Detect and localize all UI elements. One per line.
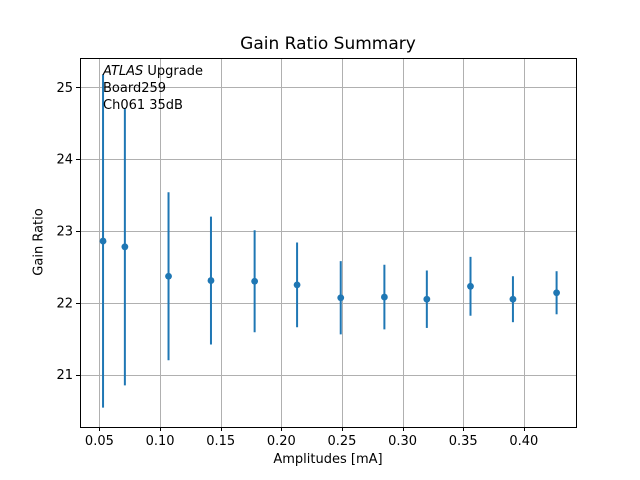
annotation-line-1-rest: Upgrade xyxy=(143,64,203,79)
data-point-marker xyxy=(121,243,129,251)
x-tick-label: 0.10 xyxy=(146,434,175,449)
axes-border xyxy=(80,58,577,428)
y-axis-label: Gain Ratio xyxy=(31,208,47,276)
data-point-marker xyxy=(337,294,345,302)
data-point-marker xyxy=(553,289,560,297)
x-tick-label: 0.30 xyxy=(388,434,417,449)
y-tick-label: 24 xyxy=(56,153,73,168)
data-point-marker xyxy=(207,277,215,284)
data-point-marker xyxy=(293,281,301,289)
data-point-marker xyxy=(99,237,107,245)
axes-spines xyxy=(80,58,577,428)
data-point-marker xyxy=(251,277,259,285)
x-tick-label: 0.25 xyxy=(327,434,356,449)
annotation-line-1: ATLAS Upgrade xyxy=(103,63,203,80)
data-point-marker xyxy=(467,282,474,290)
x-tick-label: 0.05 xyxy=(85,434,114,449)
y-tick-label: 22 xyxy=(56,296,73,311)
grid-layer xyxy=(80,58,576,427)
errorbar-series xyxy=(99,74,560,408)
y-tick-label: 23 xyxy=(56,225,73,240)
data-point-marker xyxy=(509,295,517,303)
annotation-line-3: Ch061 35dB xyxy=(103,98,183,113)
x-tick-label: 0.35 xyxy=(449,434,478,449)
data-point-marker xyxy=(423,295,431,303)
annotation-line-2: Board259 xyxy=(103,81,167,96)
chart-title: Gain Ratio Summary xyxy=(240,34,416,54)
annotation-text: ATLAS Upgrade Board259 Ch061 35dB xyxy=(103,63,203,114)
x-tick-label: 0.15 xyxy=(206,434,235,449)
x-axis-label: Amplitudes [mA] xyxy=(273,452,383,467)
data-point-marker xyxy=(165,272,172,280)
y-tick-label: 25 xyxy=(56,81,73,96)
data-point-marker xyxy=(380,293,388,301)
x-tick-label: 0.20 xyxy=(267,434,296,449)
y-tick-label: 21 xyxy=(56,368,73,383)
annotation-experiment-name: ATLAS xyxy=(103,64,144,79)
x-tick-label: 0.40 xyxy=(509,434,538,449)
tick-layer: 0.05 0.10 0.15 0.20 0.25 0.30 0.35 0.40 21 22 23 24… xyxy=(56,81,538,449)
